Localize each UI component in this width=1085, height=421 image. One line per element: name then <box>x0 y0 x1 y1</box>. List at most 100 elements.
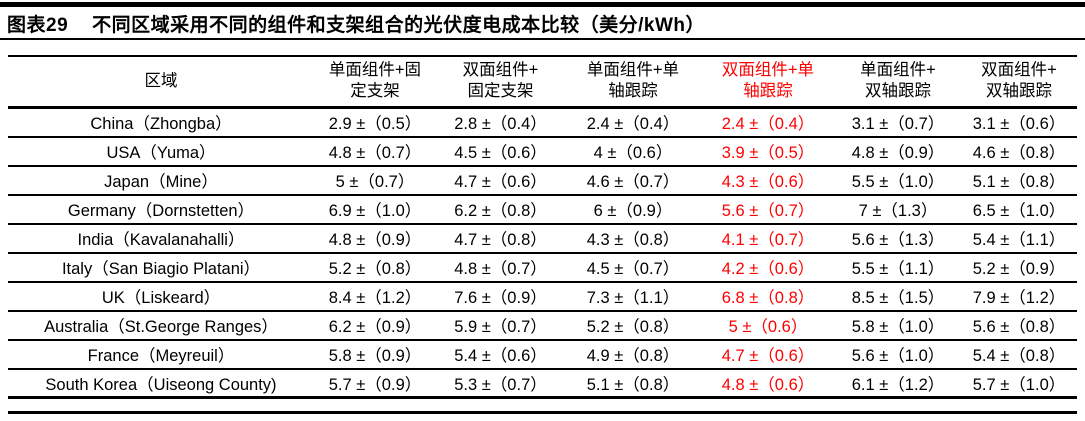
region-cell: USA（Yuma） <box>8 136 314 167</box>
value-cell: 5.3 ±（0.7） <box>436 368 565 399</box>
value-cell: 5.5 ±（1.0） <box>835 165 961 196</box>
region-column-header: 区域 <box>8 56 314 109</box>
region-cell: South Korea（Uiseong County) <box>8 368 314 399</box>
table-row-6: UK（Liskeard） 8.4 ±（1.2） 7.6 ±（0.9） 7.3 ±（1.… <box>8 281 1077 312</box>
value-cell: 5.6 ±（0.7） <box>701 194 835 225</box>
value-cell: 4.2 ±（0.6） <box>701 252 835 283</box>
value-cell: 7.3 ±（1.1） <box>565 281 701 312</box>
value-cell: 5.1 ±（0.8） <box>565 368 701 399</box>
value-cell: 2.4 ±（0.4） <box>701 107 835 138</box>
bottom-divider-bar <box>8 411 1077 414</box>
column-header-line2: 轴跟踪 <box>608 82 658 100</box>
value-cell: 4.5 ±（0.6） <box>436 136 565 167</box>
table-row-8: France（Meyreuil） 5.8 ±（0.9） 5.4 ±（0.6） 4.9 … <box>8 339 1077 370</box>
value-cell: 6.2 ±（0.8） <box>436 194 565 225</box>
value-cell: 4.3 ±（0.8） <box>565 223 701 254</box>
table-row-1: USA（Yuma） 4.8 ±（0.7） 4.5 ±（0.6） 4 ±（0.6） 3.9… <box>8 136 1077 167</box>
region-cell: Germany（Dornstetten） <box>8 194 314 225</box>
column-header-line2: 双轴跟踪 <box>986 82 1052 100</box>
value-cell: 3.1 ±（0.7） <box>835 107 961 138</box>
value-cell: 4.3 ±（0.6） <box>701 165 835 196</box>
value-cell: 6.5 ±（1.0） <box>961 194 1077 225</box>
value-cell: 7 ±（1.3） <box>835 194 961 225</box>
table-row-5: Italy（San Biagio Platani） 5.2 ±（0.8） 4.8 ±… <box>8 252 1077 283</box>
value-cell: 5.8 ±（0.9） <box>314 339 436 370</box>
value-cell: 4.8 ±（0.6） <box>701 368 835 399</box>
value-cell: 5.4 ±（0.8） <box>961 339 1077 370</box>
value-cell: 4.9 ±（0.8） <box>565 339 701 370</box>
value-cell: 5.1 ±（0.8） <box>961 165 1077 196</box>
region-cell: China（Zhongba） <box>8 107 314 138</box>
value-cell: 4.1 ±（0.7） <box>701 223 835 254</box>
table-row-3: Germany（Dornstetten） 6.9 ±（1.0） 6.2 ±（0.8）… <box>8 194 1077 225</box>
table-row-2: Japan（Mine） 5 ±（0.7） 4.7 ±（0.6） 4.6 ±（0.7） 4… <box>8 165 1077 196</box>
region-cell: Italy（San Biagio Platani） <box>8 252 314 283</box>
lcoe-comparison-table: 区域 单面组件+固 定支架 双面组件+ 固定支架 单面组件+单 轴跟踪 双面组件+单 轴跟踪 单面… <box>8 55 1077 399</box>
value-cell: 3.9 ±（0.5） <box>701 136 835 167</box>
column-header-line2: 定支架 <box>350 82 400 100</box>
value-cell: 4.5 ±（0.7） <box>565 252 701 283</box>
title-underline <box>0 38 1085 40</box>
value-cell: 5 ±（0.6） <box>701 310 835 341</box>
value-cell: 7.6 ±（0.9） <box>436 281 565 312</box>
column-header-line1: 单面组件+单 <box>586 61 680 79</box>
value-cell: 5.4 ±（0.6） <box>436 339 565 370</box>
column-header-2: 单面组件+单 轴跟踪 <box>565 56 701 109</box>
value-cell: 5.5 ±（1.1） <box>835 252 961 283</box>
column-header-4: 单面组件+ 双轴跟踪 <box>835 56 961 109</box>
figure-title-text: 不同区域采用不同的组件和支架组合的光伏度电成本比较（美分/kWh） <box>92 15 706 36</box>
value-cell: 4.7 ±（0.8） <box>436 223 565 254</box>
column-header-1: 双面组件+ 固定支架 <box>436 56 565 109</box>
column-header-line1: 双面组件+ <box>462 61 539 79</box>
table-row-9: South Korea（Uiseong County) 5.7 ±（0.9） 5.3… <box>8 368 1077 399</box>
column-header-line2: 轴跟踪 <box>743 82 793 100</box>
value-cell: 6.1 ±（1.2） <box>835 368 961 399</box>
value-cell: 6.2 ±（0.9） <box>314 310 436 341</box>
table-header-row: 区域 单面组件+固 定支架 双面组件+ 固定支架 单面组件+单 轴跟踪 双面组件+单 轴跟踪 单面… <box>8 56 1077 109</box>
value-cell: 4.6 ±（0.7） <box>565 165 701 196</box>
figure-number-label: 图表29 <box>7 15 69 36</box>
value-cell: 5.8 ±（1.0） <box>835 310 961 341</box>
value-cell: 5.2 ±（0.8） <box>314 252 436 283</box>
table-body: China（Zhongba） 2.9 ±（0.5） 2.8 ±（0.4） 2.4 ±（… <box>8 107 1077 399</box>
value-cell: 8.5 ±（1.5） <box>835 281 961 312</box>
column-header-line1: 双面组件+单 <box>721 61 815 79</box>
region-cell: UK（Liskeard） <box>8 281 314 312</box>
value-cell: 5.2 ±（0.9） <box>961 252 1077 283</box>
value-cell: 4.6 ±（0.8） <box>961 136 1077 167</box>
value-cell: 4 ±（0.6） <box>565 136 701 167</box>
table-row-7: Australia（St.George Ranges） 6.2 ±（0.9） 5.9… <box>8 310 1077 341</box>
value-cell: 4.8 ±（0.7） <box>436 252 565 283</box>
column-header-line2: 固定支架 <box>467 82 534 100</box>
column-header-line1: 单面组件+ <box>860 61 936 79</box>
table-row-0: China（Zhongba） 2.9 ±（0.5） 2.8 ±（0.4） 2.4 ±（… <box>8 107 1077 138</box>
value-cell: 4.8 ±（0.9） <box>835 136 961 167</box>
column-header-line2: 双轴跟踪 <box>865 82 931 100</box>
value-cell: 4.8 ±（0.7） <box>314 136 436 167</box>
value-cell: 8.4 ±（1.2） <box>314 281 436 312</box>
value-cell: 5.6 ±（0.8） <box>961 310 1077 341</box>
value-cell: 3.1 ±（0.6） <box>961 107 1077 138</box>
region-cell: Japan（Mine） <box>8 165 314 196</box>
value-cell: 4.7 ±（0.6） <box>701 339 835 370</box>
region-cell: Australia（St.George Ranges） <box>8 310 314 341</box>
value-cell: 6.9 ±（1.0） <box>314 194 436 225</box>
column-header-5: 双面组件+ 双轴跟踪 <box>961 56 1077 109</box>
value-cell: 4.7 ±（0.6） <box>436 165 565 196</box>
value-cell: 5.6 ±（1.3） <box>835 223 961 254</box>
value-cell: 5.6 ±（1.0） <box>835 339 961 370</box>
region-cell: France（Meyreuil） <box>8 339 314 370</box>
value-cell: 2.8 ±（0.4） <box>436 107 565 138</box>
value-cell: 5 ±（0.7） <box>314 165 436 196</box>
region-cell: India（Kavalanahalli） <box>8 223 314 254</box>
column-header-3: 双面组件+单 轴跟踪 <box>701 56 835 109</box>
column-header-0: 单面组件+固 定支架 <box>314 56 436 109</box>
value-cell: 7.9 ±（1.2） <box>961 281 1077 312</box>
value-cell: 2.4 ±（0.4） <box>565 107 701 138</box>
table-row-4: India（Kavalanahalli） 4.8 ±（0.9） 4.7 ±（0.8）… <box>8 223 1077 254</box>
value-cell: 4.8 ±（0.9） <box>314 223 436 254</box>
figure-title: 图表29 不同区域采用不同的组件和支架组合的光伏度电成本比较（美分/kWh） <box>7 10 705 37</box>
value-cell: 5.9 ±（0.7） <box>436 310 565 341</box>
value-cell: 6.8 ±（0.8） <box>701 281 835 312</box>
